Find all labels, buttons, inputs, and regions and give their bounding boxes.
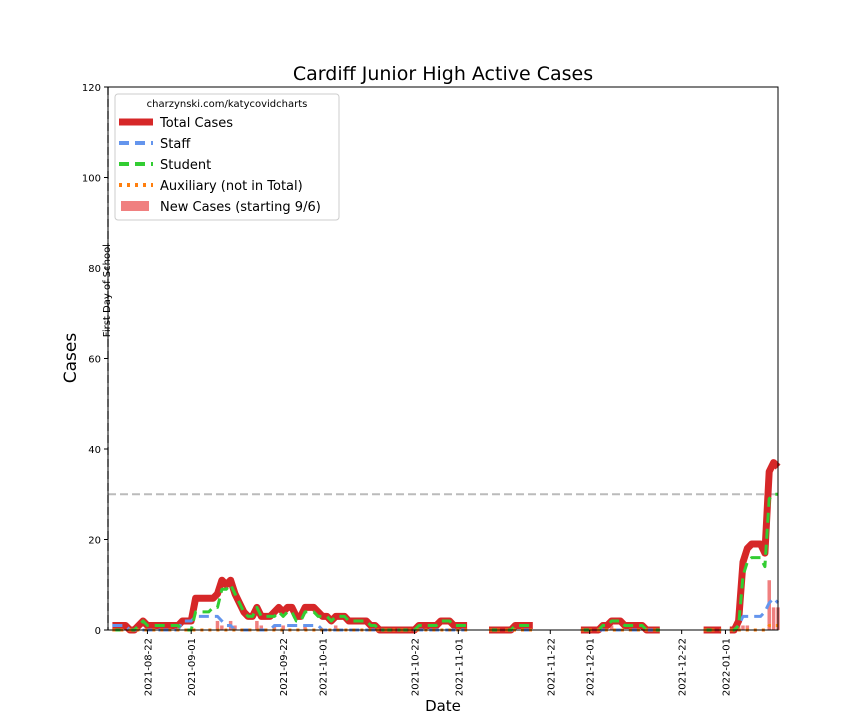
student-line	[112, 583, 468, 632]
legend: charzynski.com/katycovidcharts Total Case…	[114, 93, 340, 221]
axis-ticks: 0 20 40 60 80 100 120 2021-08-22 2021-09-01 2021-…	[82, 83, 733, 696]
legend-label: Staff	[160, 137, 191, 152]
legend-box	[114, 93, 340, 221]
legend-label: Student	[160, 158, 211, 173]
new-cases-bars	[215, 580, 780, 630]
staff-line	[112, 614, 468, 632]
new-case-bar	[303, 625, 307, 630]
x-tick-label: 2021-12-01	[586, 638, 597, 696]
y-tick-label: 0	[95, 626, 101, 637]
new-case-bar	[609, 625, 614, 630]
new-case-bar	[745, 625, 750, 630]
y-tick-label: 40	[88, 445, 101, 456]
legend-label: Auxiliary (not in Total)	[160, 179, 303, 194]
x-tick-label: 2021-12-22	[678, 638, 689, 696]
new-case-bar	[259, 625, 264, 630]
legend-label: New Cases (starting 9/6)	[160, 200, 321, 215]
y-tick-label: 60	[88, 355, 101, 366]
y-tick-label: 20	[88, 536, 101, 547]
x-tick-label: 2021-09-01	[187, 638, 198, 696]
x-tick-label: 2022-01-01	[721, 638, 732, 696]
x-tick-label: 2021-08-22	[143, 638, 154, 696]
series-lines	[112, 459, 781, 634]
x-tick-label: 2021-10-01	[319, 638, 330, 696]
y-axis-label: Cases	[61, 333, 81, 384]
chart-title: Cardiff Junior High Active Cases	[293, 63, 593, 85]
student-line	[729, 492, 778, 632]
new-case-bar	[233, 625, 237, 630]
y-tick-label: 100	[82, 174, 101, 185]
new-case-bar	[771, 607, 776, 630]
x-tick-label: 2021-09-22	[279, 638, 290, 696]
new-case-bar	[333, 625, 338, 630]
new-case-bar	[272, 625, 277, 630]
legend-label: Total Cases	[159, 116, 233, 131]
new-case-bar	[741, 625, 745, 630]
total-line	[729, 459, 781, 634]
x-tick-label: 2021-11-22	[546, 638, 557, 696]
y-tick-label: 80	[88, 264, 101, 275]
x-tick-label: 2021-11-01	[454, 638, 465, 696]
x-tick-label: 2021-10-22	[411, 638, 422, 696]
new-case-bar	[215, 620, 220, 630]
legend-swatch	[121, 201, 149, 211]
new-case-bar	[255, 620, 259, 630]
y-tick-label: 120	[82, 83, 101, 94]
new-case-bar	[281, 625, 285, 630]
total-line	[112, 576, 468, 634]
x-axis-label: Date	[425, 697, 461, 715]
legend-title: charzynski.com/katycovidcharts	[147, 99, 308, 110]
new-case-bar	[220, 625, 224, 630]
